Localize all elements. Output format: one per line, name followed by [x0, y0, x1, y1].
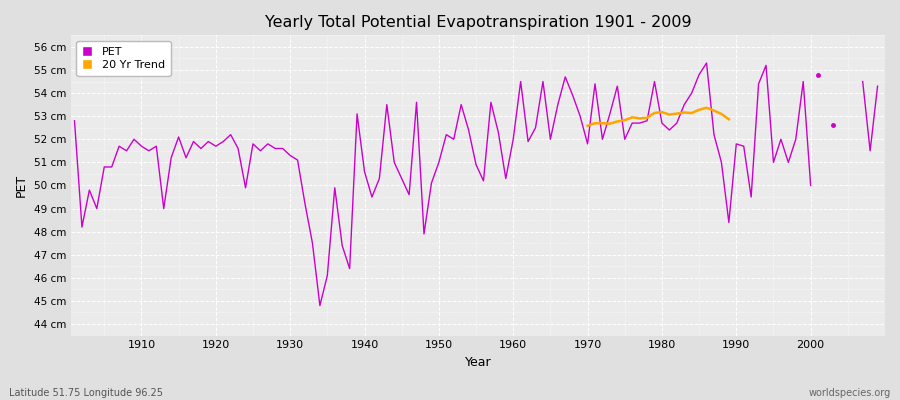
X-axis label: Year: Year — [464, 356, 491, 369]
Title: Yearly Total Potential Evapotranspiration 1901 - 2009: Yearly Total Potential Evapotranspiratio… — [265, 15, 691, 30]
Text: worldspecies.org: worldspecies.org — [809, 388, 891, 398]
Legend: PET, 20 Yr Trend: PET, 20 Yr Trend — [76, 41, 171, 76]
Y-axis label: PET: PET — [15, 174, 28, 197]
Text: Latitude 51.75 Longitude 96.25: Latitude 51.75 Longitude 96.25 — [9, 388, 163, 398]
